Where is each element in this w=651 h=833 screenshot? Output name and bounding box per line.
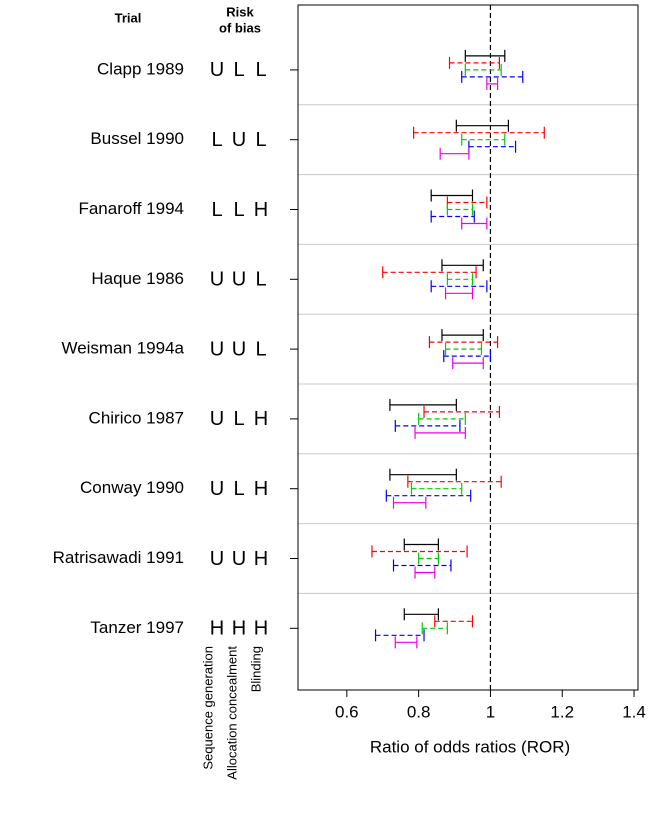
x-tick-label: 1.2 — [550, 702, 574, 721]
bias-letter: U — [210, 59, 224, 81]
bias-letter: L — [233, 59, 244, 81]
bias-letter: L — [255, 338, 266, 360]
bias-domain-label: Allocation concealment — [224, 646, 239, 780]
bias-header: of bias — [219, 20, 261, 35]
bias-letter: U — [232, 548, 246, 570]
bias-letter: H — [232, 618, 246, 640]
trial-label: Conway 1990 — [80, 478, 184, 497]
bias-letter: H — [254, 478, 268, 500]
x-tick-label: 1 — [486, 702, 495, 721]
bias-letter: L — [211, 199, 222, 221]
bias-letter: U — [210, 269, 224, 291]
bias-domain-label: Sequence generation — [200, 646, 215, 770]
plot-frame — [297, 4, 639, 691]
bias-letter: L — [255, 59, 266, 81]
bias-letter: L — [233, 199, 244, 221]
trial-label: Weisman 1994a — [61, 339, 184, 358]
bias-letter: U — [210, 408, 224, 430]
bias-letter: L — [233, 478, 244, 500]
bias-letter: H — [254, 199, 268, 221]
bias-letter: H — [254, 548, 268, 570]
bias-letter: L — [233, 408, 244, 430]
trial-header: Trial — [115, 10, 142, 25]
x-tick-label: 0.6 — [335, 702, 359, 721]
bias-letter: L — [255, 129, 266, 151]
trial-label: Haque 1986 — [91, 269, 184, 288]
bias-letter: U — [232, 129, 246, 151]
trial-label: Tanzer 1997 — [90, 618, 184, 637]
bias-letter: L — [211, 129, 222, 151]
x-tick-label: 0.8 — [407, 702, 431, 721]
bias-letter: L — [255, 269, 266, 291]
bias-letter: H — [254, 618, 268, 640]
trial-label: Clapp 1989 — [97, 59, 184, 78]
bias-letter: H — [210, 618, 224, 640]
trial-label: Fanaroff 1994 — [78, 199, 184, 218]
x-axis-label: Ratio of odds ratios (ROR) — [370, 737, 570, 756]
bias-letter: U — [210, 338, 224, 360]
x-tick-label: 1.4 — [622, 702, 646, 721]
bias-letter: U — [232, 338, 246, 360]
trial-label: Ratrisawadi 1991 — [53, 548, 184, 567]
bias-letter: U — [210, 548, 224, 570]
trial-label: Bussel 1990 — [90, 129, 184, 148]
bias-letter: H — [254, 408, 268, 430]
bias-letter: U — [232, 269, 246, 291]
bias-header: Risk — [226, 4, 254, 19]
bias-letter: U — [210, 478, 224, 500]
bias-domain-label: Blinding — [248, 646, 263, 692]
trial-label: Chirico 1987 — [89, 408, 184, 427]
